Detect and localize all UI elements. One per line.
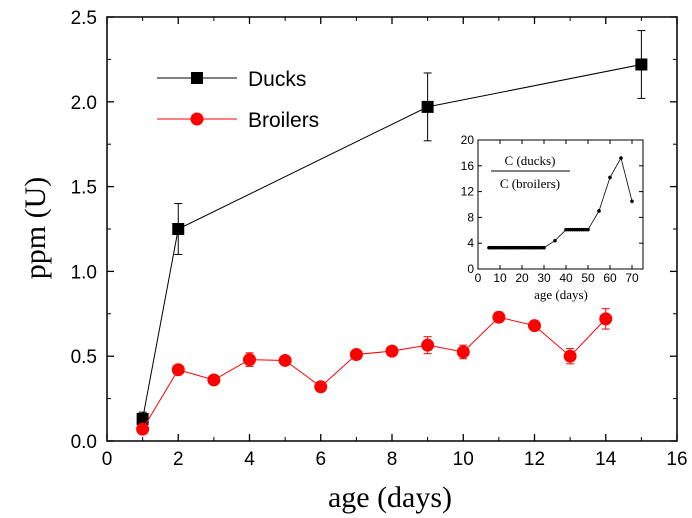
inset-ratio-point <box>586 227 590 232</box>
broilers-point <box>314 380 328 394</box>
inset-ratio-point <box>608 175 612 180</box>
inset-x-tick-label: 60 <box>603 271 617 285</box>
broilers-point <box>456 345 470 359</box>
broilers-point <box>207 373 221 387</box>
broilers-point <box>136 422 150 436</box>
inset-ratio-point <box>542 245 546 250</box>
inset-ratio-point <box>597 209 601 213</box>
inset-y-tick-label: 12 <box>461 185 475 199</box>
x-tick-label: 10 <box>453 449 474 470</box>
legend-broilers-label: Broilers <box>248 109 319 132</box>
inset-y-tick-label: 8 <box>467 210 474 224</box>
y-tick-label: 1.0 <box>71 262 97 283</box>
inset-x-tick-label: 0 <box>475 271 482 285</box>
ducks-point <box>421 100 434 113</box>
broilers-point <box>171 363 185 377</box>
x-tick-label: 12 <box>524 449 545 470</box>
broilers-point <box>528 319 541 333</box>
inset-x-tick-label: 30 <box>537 271 551 285</box>
broilers-point <box>243 353 256 367</box>
x-tick-label: 0 <box>102 449 113 470</box>
inset-ratio-point <box>619 156 623 160</box>
inset-y-tick-label: 20 <box>461 133 475 147</box>
inset-y-tick-label: 16 <box>461 159 475 173</box>
x-axis-title: age (days) <box>328 481 452 514</box>
legend: Ducks Broilers <box>157 68 319 132</box>
inset-x-tick-label: 20 <box>515 271 529 285</box>
y-tick-label: 1.5 <box>71 178 97 199</box>
x-tick-label: 4 <box>244 449 255 470</box>
broilers-point <box>421 338 435 352</box>
legend-ducks-marker <box>191 72 203 84</box>
ducks-point <box>136 412 149 425</box>
broilers-point <box>599 312 613 326</box>
inset-x-tick-label: 70 <box>625 271 639 285</box>
inset-x-tick-label: 50 <box>581 271 595 285</box>
y-tick-label: 0.5 <box>71 347 97 368</box>
inset-x-tick-label: 40 <box>559 271 573 285</box>
y-tick-label: 2.0 <box>71 93 97 114</box>
broilers-point <box>278 353 292 367</box>
ducks-line <box>142 63 642 420</box>
y-axis-title: ppm (U) <box>19 177 52 279</box>
broilers-point <box>563 349 577 363</box>
broilers-point <box>492 310 506 324</box>
inset-x-tick-label: 10 <box>493 271 507 285</box>
x-tick-label: 8 <box>387 449 398 470</box>
broilers-line <box>142 316 607 430</box>
inset-y-tick-label: 0 <box>467 262 474 276</box>
inset-plot-area: 0 10 20 30 40 50 60 70 0 4 8 12 16 20 <box>461 133 644 285</box>
ducks-point <box>172 223 185 235</box>
broilers-point <box>385 344 399 358</box>
inset-frame <box>477 139 644 270</box>
inset-ratio-point <box>553 238 557 243</box>
x-tick-label: 14 <box>595 449 617 470</box>
broilers-point <box>349 348 363 362</box>
x-tick-label: 6 <box>315 449 326 470</box>
legend-broilers-marker <box>190 112 204 126</box>
y-tick-label: 0.0 <box>71 432 97 453</box>
inset-ylabel-numerator: C (ducks) <box>505 153 556 168</box>
inset-ratio-point <box>630 199 634 204</box>
inset-x-axis-title: age (days) <box>534 287 588 302</box>
y-tick-label: 2.5 <box>71 8 97 29</box>
inset-y-tick-label: 4 <box>467 236 474 250</box>
main-plot-area: 0 2 4 6 8 10 12 14 16 0.0 0.5 1.0 1.5 2.0 2.5 <box>71 8 688 470</box>
x-tick-label: 16 <box>666 449 687 470</box>
legend-ducks-label: Ducks <box>248 68 306 91</box>
ducks-point <box>635 58 648 71</box>
inset-ylabel-denominator: C (broilers) <box>500 176 560 191</box>
x-tick-label: 2 <box>173 449 184 470</box>
